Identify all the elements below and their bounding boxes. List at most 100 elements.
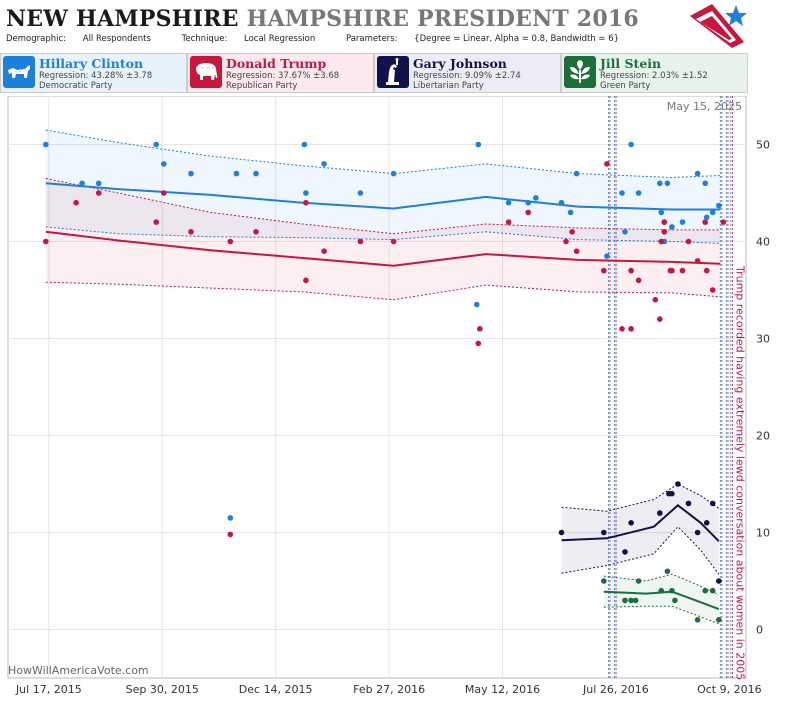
parameters-bar: Demographic: All Respondents Technique: …	[6, 34, 647, 44]
candidate-card-stein[interactable]: Jill Stein Regression: 2.03% ±1.52 Green…	[561, 53, 748, 93]
upper-bound-stein	[603, 573, 720, 596]
technique: Technique: Local Regression	[181, 34, 316, 44]
x-tick-label: Jul 26, 2016	[582, 683, 649, 696]
data-point-trump	[703, 267, 710, 274]
data-point-clinton	[321, 161, 327, 167]
data-point-clinton	[357, 190, 364, 196]
data-point-johnson	[558, 529, 565, 536]
data-point-trump	[601, 267, 607, 274]
data-point-trump	[694, 258, 701, 264]
data-point-trump	[702, 219, 708, 225]
candidate-card-trump[interactable]: Donald Trump Regression: 37.67% ±3.68 Re…	[187, 53, 374, 93]
site-logo-icon	[690, 4, 747, 48]
data-point-johnson	[601, 529, 607, 536]
data-point-clinton	[716, 202, 722, 209]
data-point-clinton	[303, 190, 309, 196]
y-tick-label: 20	[756, 430, 770, 443]
x-tick-label: Feb 27, 2016	[353, 683, 425, 696]
candidate-card-clinton[interactable]: Hillary Clinton Regression: 43.28% ±3.78…	[0, 53, 187, 93]
data-point-trump	[477, 326, 483, 332]
candidate-legend: Hillary Clinton Regression: 43.28% ±3.78…	[0, 53, 789, 93]
data-point-clinton	[669, 224, 675, 230]
data-point-clinton	[227, 515, 234, 521]
y-tick-label: 0	[756, 624, 763, 637]
x-tick-label: Sep 30, 2015	[126, 683, 199, 696]
data-point-trump	[43, 238, 49, 245]
poll-chart: 0 10 20 30 40 50 Jul 17, 2015 Sep 30, 2015 Dec 1…	[7, 96, 770, 697]
band-trump	[45, 178, 721, 300]
candidate-regression: Regression: 2.03% ±1.52	[600, 71, 708, 81]
state-title: NEW HAMPSHIRE	[6, 6, 239, 32]
data-point-johnson	[628, 520, 634, 526]
data-point-johnson	[669, 490, 675, 497]
data-point-clinton	[474, 301, 480, 308]
data-point-trump	[720, 219, 727, 225]
y-tick-label: 10	[756, 527, 770, 540]
data-point-trump	[679, 267, 686, 274]
data-point-trump	[619, 326, 625, 332]
band-clinton	[45, 130, 721, 244]
data-point-clinton	[709, 209, 716, 216]
data-point-trump	[669, 267, 675, 274]
data-point-trump	[628, 326, 634, 332]
data-point-stein	[702, 587, 708, 594]
data-point-clinton	[79, 180, 85, 187]
data-point-trump	[73, 199, 79, 206]
data-point-clinton	[475, 141, 482, 148]
data-point-clinton	[657, 180, 663, 187]
data-point-trump	[569, 229, 575, 235]
candidate-regression: Regression: 9.09% ±2.74	[413, 71, 521, 81]
lower-bound-johnson	[561, 525, 720, 575]
data-point-clinton	[635, 190, 642, 196]
data-point-clinton	[622, 229, 628, 235]
data-point-trump	[635, 277, 642, 284]
data-point-trump	[563, 238, 569, 245]
data-point-trump	[303, 277, 309, 284]
data-point-johnson	[685, 500, 692, 507]
y-tick-label: 50	[756, 139, 770, 152]
trend-line-clinton	[45, 182, 721, 211]
data-point-trump	[628, 267, 634, 274]
data-point-trump	[657, 316, 663, 322]
candidate-name: Gary Johnson	[413, 56, 507, 71]
header: NEW HAMPSHIRE HAMPSHIRE PRESIDENT 2016 De…	[0, 0, 789, 50]
watermark: HowWillAmericaVote.com	[8, 664, 149, 677]
poll-points	[43, 141, 727, 623]
candidate-party: Democratic Party	[39, 81, 113, 91]
data-point-stein	[622, 597, 628, 604]
date-label: May 15, 2025	[667, 100, 742, 113]
x-tick-label: Jul 17, 2015	[15, 683, 82, 696]
data-point-stein	[694, 617, 701, 623]
data-point-clinton	[233, 170, 240, 177]
data-point-trump	[153, 219, 159, 225]
chart-axes: 0 10 20 30 40 50 Jul 17, 2015 Sep 30, 2015 Dec 1…	[15, 139, 770, 697]
candidate-regression: Regression: 43.28% ±3.78	[39, 71, 153, 81]
data-point-trump	[658, 238, 665, 245]
data-point-clinton	[702, 180, 708, 187]
data-point-clinton	[703, 214, 710, 221]
lower-bound-trump	[45, 281, 721, 301]
data-point-johnson	[709, 500, 716, 507]
candidate-card-johnson[interactable]: Gary Johnson Regression: 9.09% ±2.74 Lib…	[374, 53, 561, 93]
candidate-party: Republican Party	[226, 81, 298, 91]
data-point-trump	[321, 248, 327, 254]
page-title: NEW HAMPSHIRE HAMPSHIRE PRESIDENT 2016	[6, 6, 639, 32]
data-point-trump	[253, 229, 259, 235]
data-point-johnson	[622, 549, 628, 555]
candidate-party: Libertarian Party	[413, 81, 484, 91]
data-point-stein	[669, 587, 675, 594]
trend-line-trump	[45, 230, 721, 267]
data-point-trump	[475, 340, 482, 347]
data-point-trump	[525, 209, 531, 216]
y-tick-label: 30	[756, 333, 770, 346]
data-point-stein	[716, 617, 722, 623]
data-point-clinton	[390, 170, 397, 177]
data-point-stein	[709, 587, 716, 594]
data-point-stein	[658, 587, 665, 594]
data-point-trump	[661, 229, 668, 235]
x-tick-label: Dec 14, 2015	[239, 683, 313, 696]
x-tick-label: May 12, 2016	[465, 683, 540, 696]
data-point-trump	[604, 161, 610, 167]
data-point-clinton	[658, 209, 665, 216]
data-point-clinton	[43, 141, 49, 148]
